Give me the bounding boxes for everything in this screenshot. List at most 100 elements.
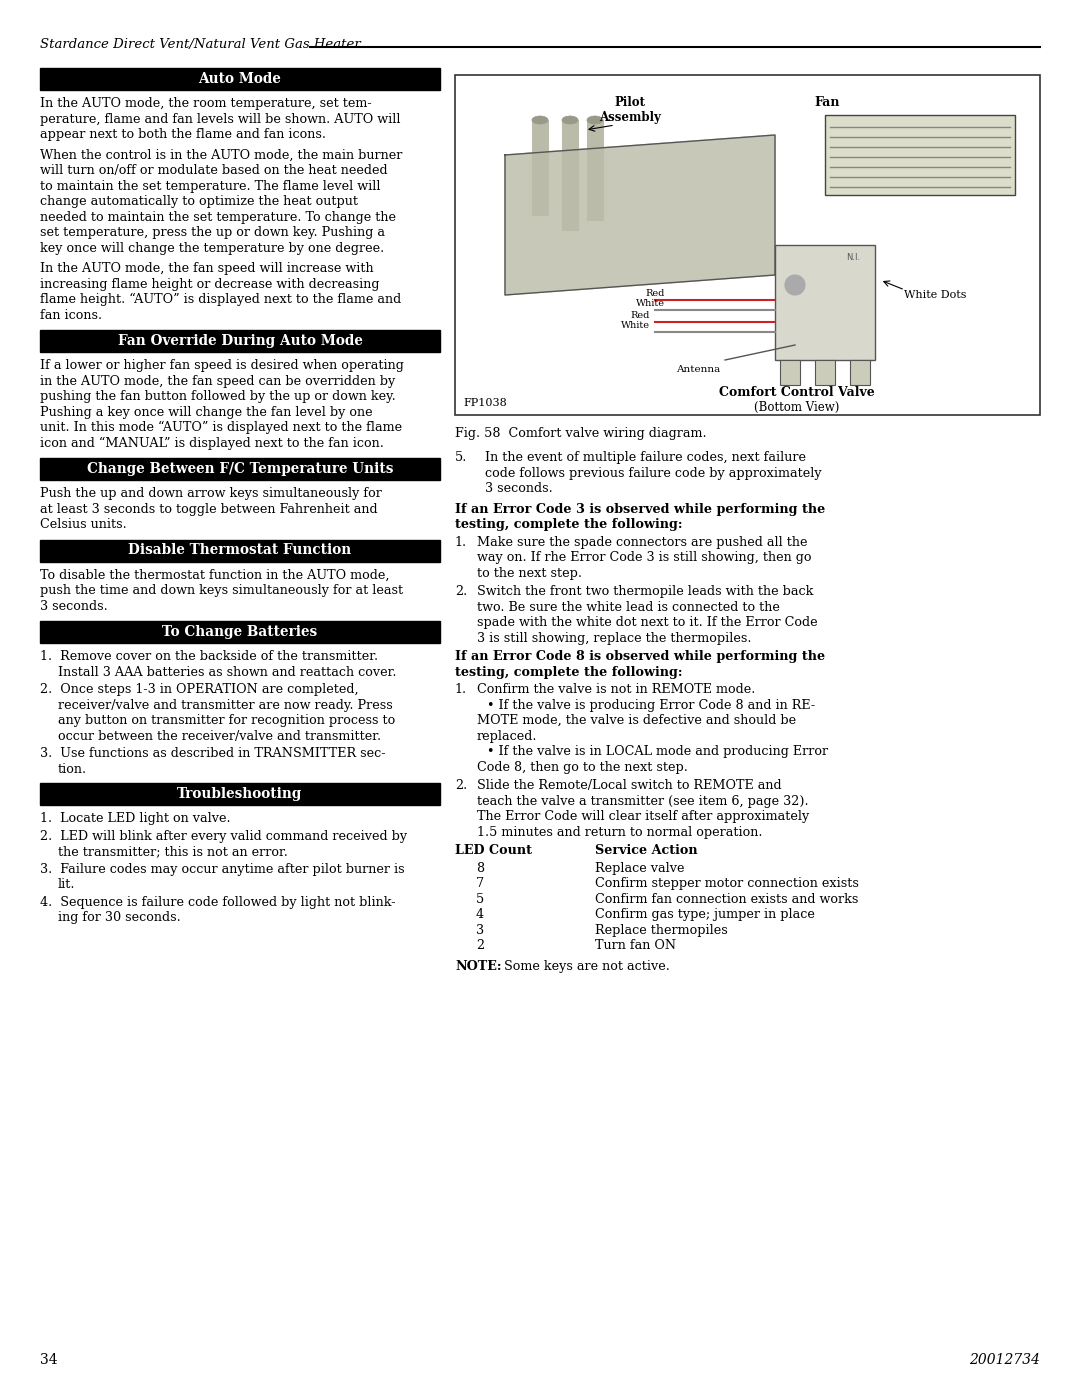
Text: Confirm stepper motor connection exists: Confirm stepper motor connection exists bbox=[595, 877, 859, 890]
Circle shape bbox=[827, 147, 843, 163]
Text: If a lower or higher fan speed is desired when operating: If a lower or higher fan speed is desire… bbox=[40, 359, 404, 372]
Text: 1.  Locate LED light on valve.: 1. Locate LED light on valve. bbox=[40, 812, 231, 826]
Text: 2.: 2. bbox=[455, 585, 468, 598]
Text: White: White bbox=[621, 321, 650, 330]
Text: When the control is in the AUTO mode, the main burner: When the control is in the AUTO mode, th… bbox=[40, 148, 403, 162]
Text: MOTE mode, the valve is defective and should be: MOTE mode, the valve is defective and sh… bbox=[477, 714, 796, 726]
Text: will turn on/off or modulate based on the heat needed: will turn on/off or modulate based on th… bbox=[40, 163, 388, 177]
Text: 2.: 2. bbox=[455, 780, 468, 792]
Text: 5.: 5. bbox=[455, 451, 468, 464]
Text: way on. If rhe Error Code 3 is still showing, then go: way on. If rhe Error Code 3 is still sho… bbox=[477, 550, 811, 564]
Text: to the next step.: to the next step. bbox=[477, 567, 582, 580]
Text: • If the valve is producing Error Code 8 and in RE-: • If the valve is producing Error Code 8… bbox=[487, 698, 815, 711]
Text: Fan Override During Auto Mode: Fan Override During Auto Mode bbox=[118, 334, 363, 348]
Text: White Dots: White Dots bbox=[904, 291, 967, 300]
Bar bbox=[40, 782, 440, 805]
Text: If an Error Code 3 is observed while performing the: If an Error Code 3 is observed while per… bbox=[455, 503, 825, 515]
Text: Service Action: Service Action bbox=[595, 844, 698, 856]
Text: Celsius units.: Celsius units. bbox=[40, 518, 126, 531]
Bar bbox=[40, 330, 440, 352]
Text: Stardance Direct Vent/Natural Vent Gas Heater: Stardance Direct Vent/Natural Vent Gas H… bbox=[40, 38, 361, 52]
Text: To Change Batteries: To Change Batteries bbox=[162, 624, 318, 638]
Text: Antenna: Antenna bbox=[676, 365, 720, 374]
Circle shape bbox=[997, 147, 1013, 163]
Text: Install 3 AAA batteries as shown and reattach cover.: Install 3 AAA batteries as shown and rea… bbox=[58, 665, 396, 679]
Text: key once will change the temperature by one degree.: key once will change the temperature by … bbox=[40, 242, 384, 254]
Text: Red: Red bbox=[631, 312, 650, 320]
Text: Disable Thermostat Function: Disable Thermostat Function bbox=[129, 543, 352, 557]
Bar bbox=[850, 360, 870, 386]
Text: Red: Red bbox=[646, 289, 665, 298]
Text: flame height. “AUTO” is displayed next to the flame and: flame height. “AUTO” is displayed next t… bbox=[40, 293, 402, 306]
Text: 20012734: 20012734 bbox=[969, 1354, 1040, 1368]
Text: 34: 34 bbox=[40, 1354, 57, 1368]
Text: two. Be sure the white lead is connected to the: two. Be sure the white lead is connected… bbox=[477, 601, 780, 613]
Text: Confirm fan connection exists and works: Confirm fan connection exists and works bbox=[595, 893, 859, 905]
Text: Change Between F/C Temperature Units: Change Between F/C Temperature Units bbox=[86, 462, 393, 476]
Text: Code 8, then go to the next step.: Code 8, then go to the next step. bbox=[477, 760, 688, 774]
Bar bbox=[40, 539, 440, 562]
Bar bbox=[780, 360, 800, 386]
Text: 3: 3 bbox=[476, 923, 484, 936]
Text: increasing flame height or decrease with decreasing: increasing flame height or decrease with… bbox=[40, 278, 379, 291]
Text: tion.: tion. bbox=[58, 763, 87, 775]
Text: Switch the front two thermopile leads with the back: Switch the front two thermopile leads wi… bbox=[477, 585, 813, 598]
Text: Replace valve: Replace valve bbox=[595, 862, 685, 875]
Text: Pilot
Assembly: Pilot Assembly bbox=[599, 96, 661, 124]
Text: In the AUTO mode, the room temperature, set tem-: In the AUTO mode, the room temperature, … bbox=[40, 96, 372, 110]
Text: • If the valve is in LOCAL mode and producing Error: • If the valve is in LOCAL mode and prod… bbox=[487, 745, 828, 759]
Text: icon and “MANUAL” is displayed next to the fan icon.: icon and “MANUAL” is displayed next to t… bbox=[40, 436, 383, 450]
Bar bbox=[562, 120, 578, 231]
Circle shape bbox=[785, 275, 805, 295]
Text: Troubleshooting: Troubleshooting bbox=[177, 787, 302, 800]
Text: 3 is still showing, replace the thermopiles.: 3 is still showing, replace the thermopi… bbox=[477, 631, 752, 644]
Text: 4: 4 bbox=[476, 908, 484, 921]
Text: White: White bbox=[636, 299, 665, 307]
Text: 3 seconds.: 3 seconds. bbox=[40, 599, 108, 612]
Bar bbox=[455, 75, 1040, 415]
Text: any button on transmitter for recognition process to: any button on transmitter for recognitio… bbox=[58, 714, 395, 726]
Text: 7: 7 bbox=[476, 877, 484, 890]
Text: In the AUTO mode, the fan speed will increase with: In the AUTO mode, the fan speed will inc… bbox=[40, 263, 374, 275]
Text: unit. In this mode “AUTO” is displayed next to the flame: unit. In this mode “AUTO” is displayed n… bbox=[40, 420, 402, 434]
Text: Some keys are not active.: Some keys are not active. bbox=[500, 960, 670, 972]
Ellipse shape bbox=[588, 116, 603, 124]
Text: the transmitter; this is not an error.: the transmitter; this is not an error. bbox=[58, 845, 288, 858]
Text: testing, complete the following:: testing, complete the following: bbox=[455, 518, 683, 531]
Text: 3.  Use functions as described in TRANSMITTER sec-: 3. Use functions as described in TRANSMI… bbox=[40, 747, 386, 760]
Text: Auto Mode: Auto Mode bbox=[199, 73, 282, 87]
Text: receiver/valve and transmitter are now ready. Press: receiver/valve and transmitter are now r… bbox=[58, 698, 393, 711]
Ellipse shape bbox=[532, 116, 548, 124]
Text: at least 3 seconds to toggle between Fahrenheit and: at least 3 seconds to toggle between Fah… bbox=[40, 503, 378, 515]
Text: (Bottom View): (Bottom View) bbox=[754, 401, 839, 414]
Text: teach the valve a transmitter (see item 6, page 32).: teach the valve a transmitter (see item … bbox=[477, 795, 809, 807]
Text: Comfort Control Valve: Comfort Control Valve bbox=[719, 387, 875, 400]
Text: spade with the white dot next to it. If the Error Code: spade with the white dot next to it. If … bbox=[477, 616, 818, 629]
Text: Make sure the spade connectors are pushed all the: Make sure the spade connectors are pushe… bbox=[477, 535, 808, 549]
Text: fan icons.: fan icons. bbox=[40, 309, 103, 321]
Text: Fan: Fan bbox=[814, 96, 840, 109]
Text: appear next to both the flame and fan icons.: appear next to both the flame and fan ic… bbox=[40, 129, 326, 141]
Bar bbox=[532, 120, 548, 215]
Text: perature, flame and fan levels will be shown. AUTO will: perature, flame and fan levels will be s… bbox=[40, 113, 401, 126]
Text: 4.  Sequence is failure code followed by light not blink-: 4. Sequence is failure code followed by … bbox=[40, 895, 395, 908]
Text: The Error Code will clear itself after approximately: The Error Code will clear itself after a… bbox=[477, 810, 809, 823]
Text: 2.  Once steps 1-3 in OPERATION are completed,: 2. Once steps 1-3 in OPERATION are compl… bbox=[40, 683, 359, 696]
Text: ing for 30 seconds.: ing for 30 seconds. bbox=[58, 911, 180, 923]
Text: occur between the receiver/valve and transmitter.: occur between the receiver/valve and tra… bbox=[58, 729, 381, 743]
Text: Fig. 58  Comfort valve wiring diagram.: Fig. 58 Comfort valve wiring diagram. bbox=[455, 426, 706, 440]
Text: FP1038: FP1038 bbox=[463, 398, 507, 408]
Bar bbox=[588, 120, 603, 219]
Ellipse shape bbox=[562, 116, 578, 124]
Text: In the event of multiple failure codes, next failure: In the event of multiple failure codes, … bbox=[485, 451, 806, 464]
Text: to maintain the set temperature. The flame level will: to maintain the set temperature. The fla… bbox=[40, 180, 380, 193]
Text: 5: 5 bbox=[476, 893, 484, 905]
Text: Push the up and down arrow keys simultaneously for: Push the up and down arrow keys simultan… bbox=[40, 488, 382, 500]
Text: change automatically to optimize the heat output: change automatically to optimize the hea… bbox=[40, 196, 357, 208]
Text: code follows previous failure code by approximately: code follows previous failure code by ap… bbox=[485, 467, 822, 479]
Polygon shape bbox=[505, 136, 775, 295]
Text: 1.: 1. bbox=[455, 683, 468, 696]
Text: Replace thermopiles: Replace thermopiles bbox=[595, 923, 728, 936]
Text: Turn fan ON: Turn fan ON bbox=[595, 939, 676, 951]
Text: pushing the fan button followed by the up or down key.: pushing the fan button followed by the u… bbox=[40, 390, 395, 402]
